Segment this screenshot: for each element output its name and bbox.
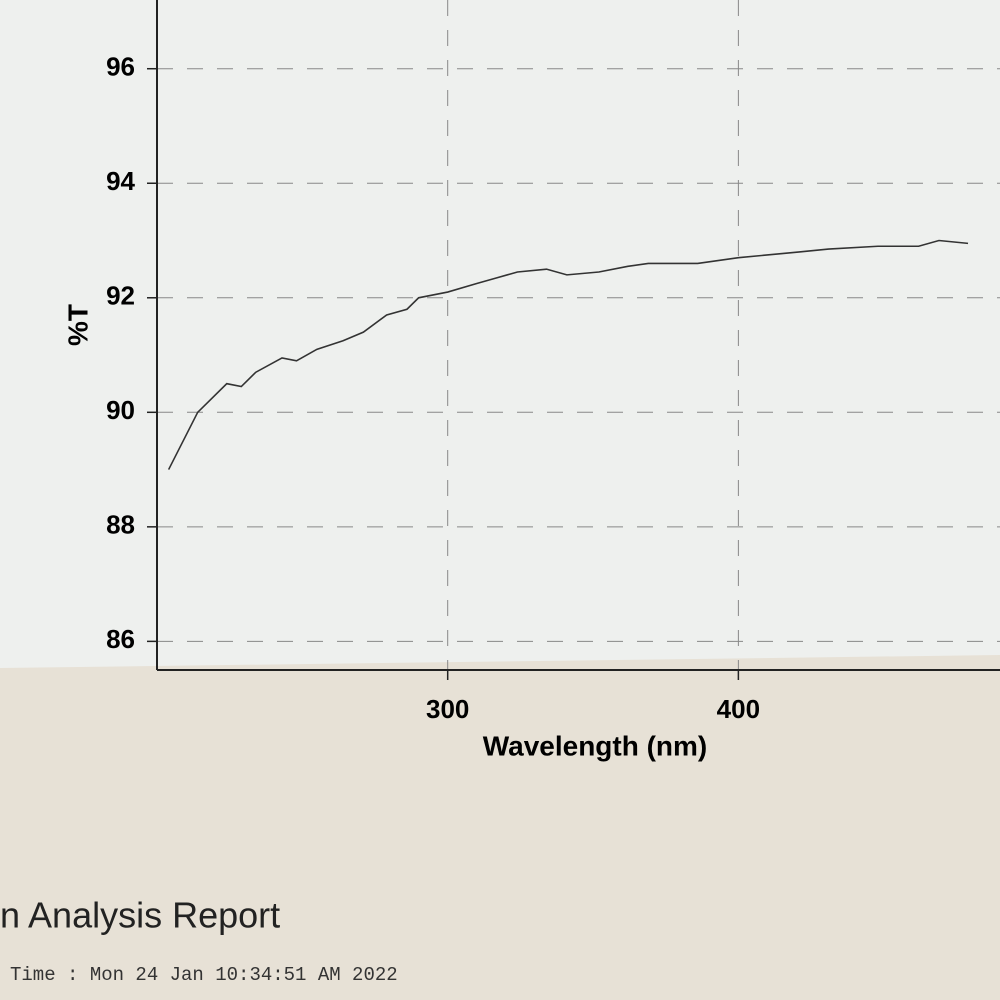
y-tick-label: 86 [106, 624, 135, 654]
y-tick-label: 90 [106, 395, 135, 425]
report-time: Time : Mon 24 Jan 10:34:51 AM 2022 [10, 964, 398, 986]
y-tick-label: 94 [106, 166, 135, 196]
x-tick-label: 400 [717, 694, 760, 724]
y-axis-label: %T [62, 304, 93, 346]
paper [0, 0, 1000, 668]
y-tick-label: 96 [106, 52, 135, 82]
y-tick-label: 92 [106, 281, 135, 311]
x-tick-label: 300 [426, 694, 469, 724]
report-title: n Analysis Report [0, 895, 280, 936]
x-axis-label: Wavelength (nm) [483, 730, 708, 761]
plot-area: 86 88 90 92 94 96 300 400 [106, 0, 1000, 724]
data-line [167, 239, 969, 470]
y-tick-label: 88 [106, 510, 135, 540]
